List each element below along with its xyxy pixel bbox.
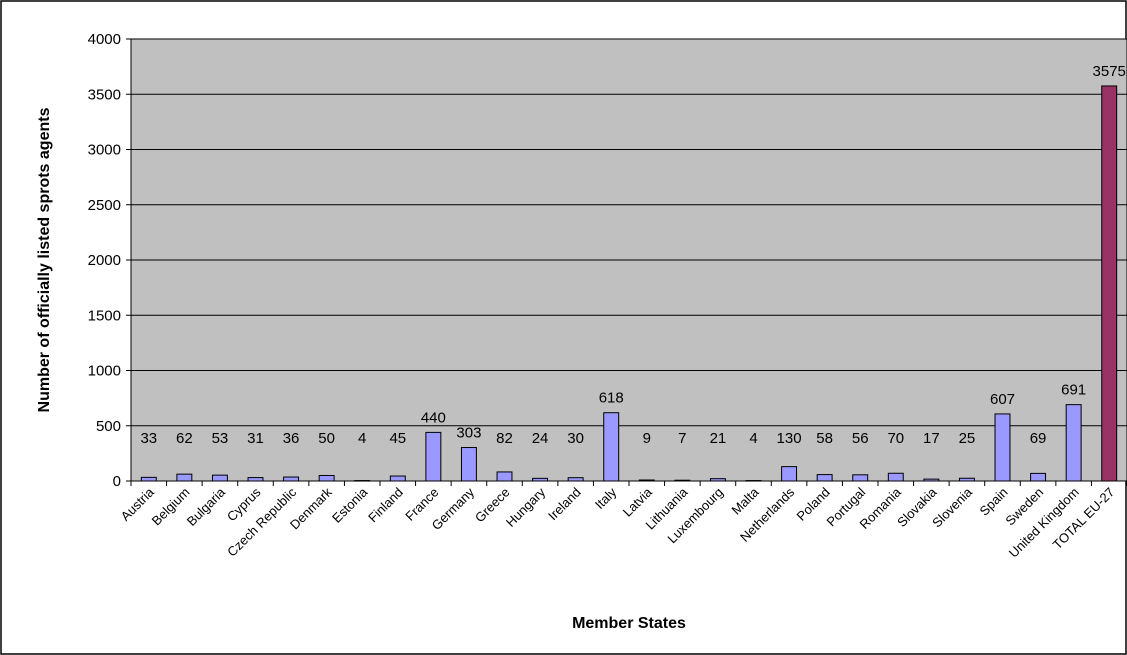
data-label: 53: [212, 430, 229, 447]
data-label: 607: [990, 391, 1015, 408]
y-axis-ticks: 0 500 1000 1500 2000 2500 3000 3500 4000: [88, 31, 131, 490]
y-tick-label: 500: [96, 418, 121, 435]
y-tick-label: 1500: [88, 307, 121, 324]
data-label: 691: [1061, 382, 1086, 399]
bar: [247, 477, 264, 482]
data-label: 31: [247, 430, 264, 447]
bar: [460, 447, 477, 482]
gridlines: [131, 38, 1127, 427]
data-label: 33: [140, 430, 157, 447]
data-label: 618: [599, 390, 624, 407]
data-label: 62: [176, 430, 193, 447]
data-label: 82: [496, 430, 513, 447]
data-label: 56: [852, 430, 869, 447]
data-labels: 33 62 53 31 36 50 4 45 440 303 82 24 30 618 9 7 21 4 130 58…: [140, 63, 1125, 447]
data-label: 36: [283, 430, 300, 447]
bar: [1030, 472, 1047, 482]
bar: [852, 474, 869, 482]
y-tick-label: 4000: [88, 31, 121, 48]
bar: [1101, 85, 1118, 482]
bar: [176, 473, 193, 482]
y-tick-label: 3000: [88, 142, 121, 159]
data-label: 24: [532, 430, 549, 447]
y-tick-label: 2500: [88, 197, 121, 214]
bar: [887, 472, 904, 482]
data-label: 440: [421, 409, 446, 426]
x-axis-title: Member States: [572, 615, 686, 632]
y-tick-label: 1000: [88, 363, 121, 380]
data-label: 3575: [1093, 63, 1126, 80]
x-axis-ticks: [130, 481, 1127, 486]
data-label: 4: [358, 430, 366, 447]
bar: [211, 474, 228, 482]
bar: [425, 431, 442, 482]
bar: [781, 466, 798, 482]
bar: [603, 412, 620, 482]
data-label: 21: [710, 430, 727, 447]
data-label: 50: [318, 430, 335, 447]
bar: [1065, 404, 1082, 482]
data-label: 70: [887, 430, 904, 447]
bar: [994, 413, 1011, 482]
data-label: 9: [643, 430, 651, 447]
data-label: 69: [1030, 430, 1047, 447]
y-tick-label: 2000: [88, 252, 121, 269]
bar: [283, 476, 300, 482]
bar: [389, 475, 406, 482]
bar: [318, 474, 335, 482]
y-tick-label: 0: [113, 473, 121, 490]
bar: [816, 474, 833, 482]
bar: [496, 471, 513, 482]
data-label: 4: [749, 430, 757, 447]
data-label: 17: [923, 430, 940, 447]
data-label: 45: [389, 430, 406, 447]
data-label: 58: [816, 430, 833, 447]
data-label: 303: [456, 425, 481, 442]
bar: [140, 476, 157, 482]
y-axis-title: Number of officially listed sprots agent…: [36, 107, 53, 412]
data-label: 30: [567, 430, 584, 447]
data-label: 25: [959, 430, 976, 447]
data-label: 130: [777, 430, 802, 447]
y-tick-label: 3500: [88, 86, 121, 103]
data-label: 7: [678, 430, 686, 447]
